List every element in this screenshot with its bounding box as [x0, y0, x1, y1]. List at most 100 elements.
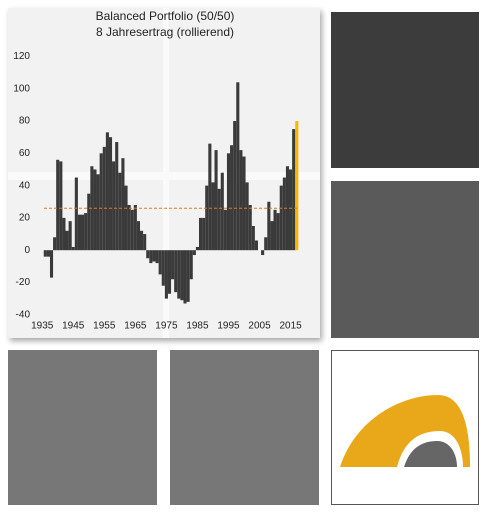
bar	[130, 209, 134, 251]
bar	[112, 161, 116, 251]
bar	[140, 230, 144, 251]
bar	[236, 82, 240, 251]
x-tick-label: 1995	[217, 321, 240, 332]
bar	[108, 137, 113, 251]
bar	[115, 142, 119, 251]
bar	[217, 188, 221, 251]
bar	[161, 250, 165, 286]
bar	[202, 217, 206, 251]
y-tick-label: 100	[13, 83, 30, 94]
bar	[245, 182, 249, 251]
y-tick-label: 0	[24, 245, 30, 256]
logo-inner	[404, 441, 457, 467]
bar	[146, 250, 150, 259]
bar	[289, 169, 293, 251]
y-tick-label: -40	[16, 309, 31, 320]
chart-title: Balanced Portfolio (50/50)	[96, 9, 235, 23]
bar	[53, 237, 57, 251]
bar	[118, 172, 122, 251]
bar	[186, 250, 190, 302]
bar	[143, 234, 147, 251]
y-tick-label: 20	[19, 213, 31, 224]
bar	[226, 153, 231, 251]
bar	[295, 121, 299, 251]
bar	[65, 230, 69, 251]
bar	[71, 246, 75, 251]
bar	[248, 204, 252, 251]
bar	[205, 185, 209, 251]
bar	[230, 145, 234, 251]
y-tick-label: 40	[19, 180, 31, 191]
y-tick-label: 60	[19, 148, 31, 159]
x-tick-label: 2005	[248, 321, 271, 332]
x-tick-label: 1975	[155, 321, 178, 332]
x-tick-label: 2015	[279, 321, 302, 332]
bar	[292, 129, 296, 251]
x-tick-label: 1965	[124, 321, 147, 332]
bar	[102, 146, 106, 251]
bar	[220, 172, 224, 251]
bar	[74, 177, 78, 251]
bar	[177, 250, 181, 299]
bar	[273, 209, 277, 251]
bar	[242, 156, 246, 251]
bar	[46, 250, 50, 257]
bar	[136, 221, 141, 251]
bar	[164, 250, 168, 299]
bar	[149, 250, 153, 264]
x-tick-label: 1945	[62, 321, 85, 332]
bar	[87, 193, 91, 251]
bar	[223, 209, 227, 251]
bar	[99, 153, 103, 251]
x-tick-label: 1955	[93, 321, 116, 332]
bar	[233, 121, 237, 251]
bar	[56, 159, 60, 251]
plot: -40 -20 0 20 40 60 80 100 120 1935 1945 1955 1965 197…	[13, 51, 302, 332]
highlight	[8, 172, 320, 180]
bar	[276, 213, 280, 251]
bar	[59, 161, 63, 251]
x-tick-label: 1985	[186, 321, 209, 332]
bar	[133, 204, 137, 251]
bar	[192, 250, 196, 256]
chart-subtitle: 8 Jahresertrag (rollierend)	[96, 25, 234, 39]
bar	[158, 250, 162, 275]
bar	[62, 217, 66, 251]
bar	[251, 225, 255, 251]
bar	[211, 182, 215, 251]
bar	[127, 204, 131, 251]
bar	[183, 250, 187, 304]
bar	[105, 132, 109, 251]
bar	[121, 158, 125, 251]
bar	[49, 250, 54, 278]
bar	[124, 185, 128, 251]
tile[interactable]	[8, 350, 157, 505]
bar	[77, 214, 82, 251]
y-tick-label: -20	[16, 277, 31, 288]
bar	[264, 237, 268, 251]
tile[interactable]	[331, 12, 479, 168]
bar	[155, 250, 159, 264]
bar	[180, 250, 184, 301]
tile[interactable]	[331, 181, 479, 338]
bar	[285, 166, 290, 251]
bar	[270, 221, 274, 251]
bar	[198, 217, 203, 251]
y-tick-label: 120	[13, 51, 30, 62]
bar	[239, 150, 243, 251]
bar	[84, 213, 88, 251]
bar	[189, 250, 193, 280]
bar	[279, 185, 283, 251]
bar	[174, 250, 178, 293]
bar	[208, 143, 212, 251]
bar	[93, 169, 97, 251]
bar	[214, 150, 218, 251]
bar	[152, 250, 156, 262]
bar	[261, 250, 265, 256]
bar	[267, 201, 271, 251]
y-tick-label: 80	[19, 116, 31, 127]
x-tick-label: 1935	[31, 321, 54, 332]
tile[interactable]	[170, 350, 319, 505]
